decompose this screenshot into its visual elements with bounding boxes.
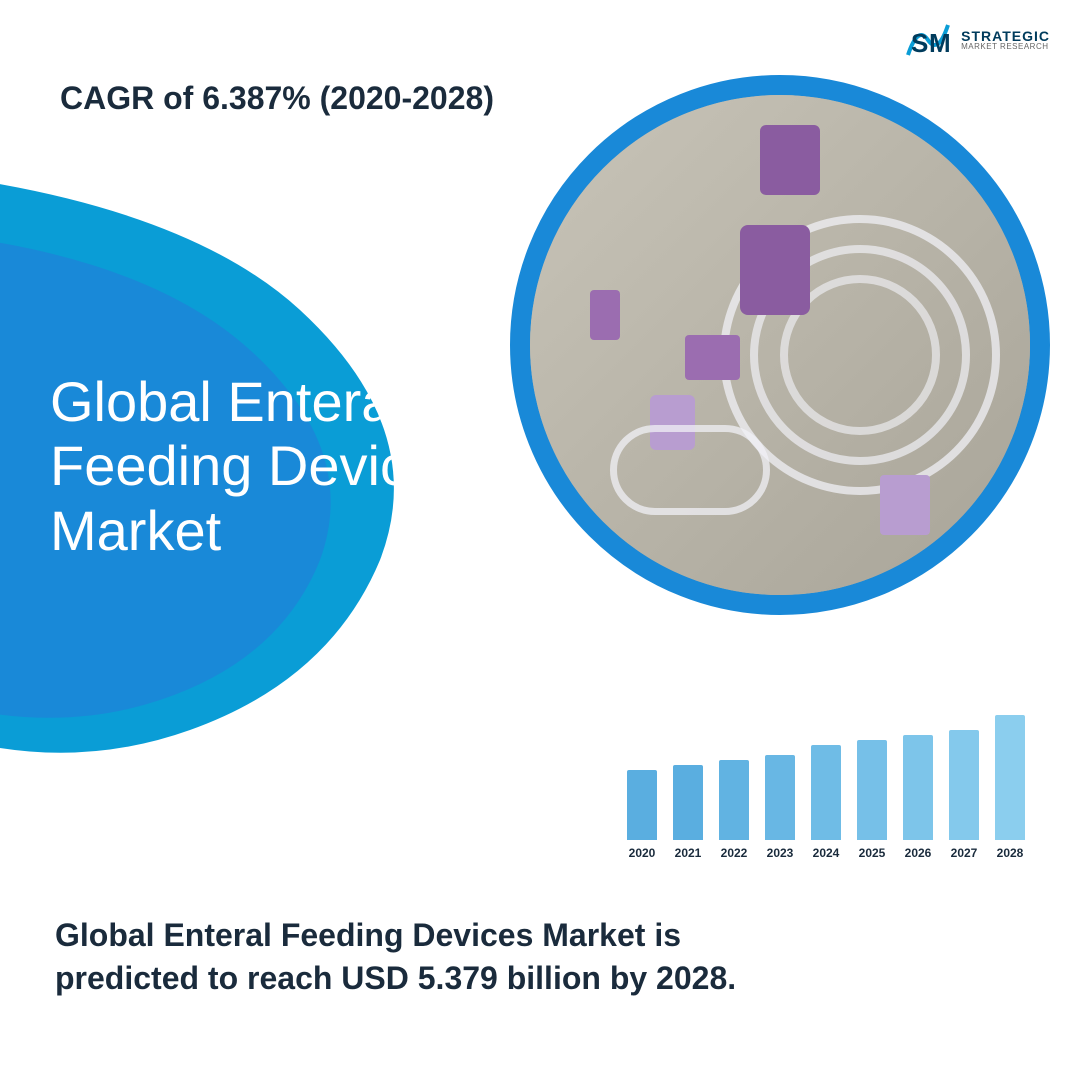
chart-bar-label: 2021 xyxy=(675,846,702,860)
chart-bar xyxy=(903,735,933,840)
chart-bar-label: 2025 xyxy=(859,846,886,860)
chart-bar-label: 2020 xyxy=(629,846,656,860)
chart-bar-label: 2027 xyxy=(951,846,978,860)
forecast-text: Global Enteral Feeding Devices Market is… xyxy=(55,914,755,1000)
main-title: Global Enteral Feeding Devices Market xyxy=(50,370,480,563)
chart-bar-label: 2024 xyxy=(813,846,840,860)
svg-text:M: M xyxy=(929,28,951,58)
bar-group: 2023 xyxy=(765,755,795,860)
bar-group: 2021 xyxy=(673,765,703,860)
bar-group: 2028 xyxy=(995,715,1025,860)
bar-group: 2024 xyxy=(811,745,841,860)
brand-logo: S M STRATEGIC MARKET RESEARCH xyxy=(903,20,1050,60)
chart-bar xyxy=(995,715,1025,840)
chart-bar-label: 2023 xyxy=(767,846,794,860)
chart-bar xyxy=(949,730,979,840)
chart-bar xyxy=(857,740,887,840)
bar-group: 2027 xyxy=(949,730,979,860)
chart-bar xyxy=(765,755,795,840)
bar-group: 2025 xyxy=(857,740,887,860)
bar-group: 2026 xyxy=(903,735,933,860)
bar-group: 2022 xyxy=(719,760,749,860)
logo-icon: S M xyxy=(903,20,953,60)
chart-bar-label: 2026 xyxy=(905,846,932,860)
chart-bar-label: 2028 xyxy=(997,846,1024,860)
svg-text:S: S xyxy=(911,28,928,58)
growth-bar-chart: 2020 2021 2022 2023 2024 2025 2026 2027 2028 xyxy=(627,715,1025,860)
logo-main-text: STRATEGIC xyxy=(961,29,1050,43)
medical-device-illustration xyxy=(530,95,1030,595)
chart-bar xyxy=(811,745,841,840)
hero-image-circle xyxy=(510,75,1050,615)
logo-text-group: STRATEGIC MARKET RESEARCH xyxy=(961,29,1050,51)
bar-group: 2020 xyxy=(627,770,657,860)
chart-bar xyxy=(627,770,657,840)
cagr-headline: CAGR of 6.387% (2020-2028) xyxy=(60,80,494,117)
chart-bar xyxy=(673,765,703,840)
logo-sub-text: MARKET RESEARCH xyxy=(961,43,1050,51)
chart-bar xyxy=(719,760,749,840)
chart-bar-label: 2022 xyxy=(721,846,748,860)
